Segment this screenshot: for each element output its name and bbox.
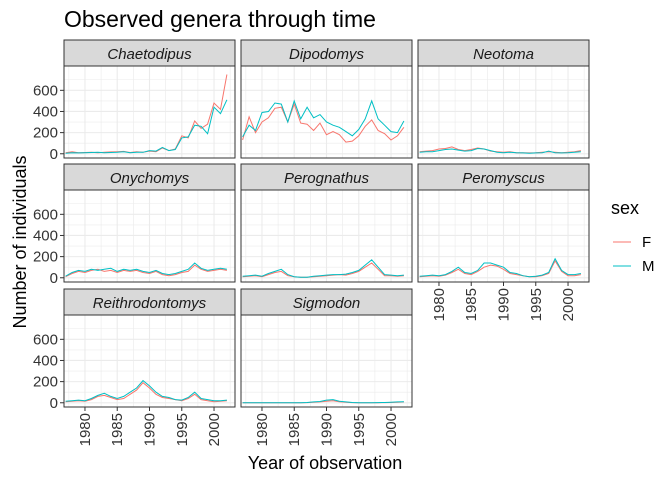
facet-reithrodontomys: Reithrodontomys 0 200 400 600 1980 1985 1990 199…: [33, 288, 236, 446]
y-tick-label: 0: [50, 270, 58, 287]
facet-strip: [63, 163, 236, 191]
x-axis-title: Year of observation: [248, 453, 402, 473]
facet-strip: [240, 39, 413, 67]
series-line-f: [419, 259, 581, 278]
series-line-m: [242, 259, 404, 278]
facet-label: Perognathus: [284, 170, 370, 187]
series-line-m: [65, 99, 228, 154]
x-tick-label: 2000: [383, 413, 400, 446]
series-line-m: [242, 99, 405, 138]
series-line-m: [419, 257, 581, 278]
facet-panel-border: [240, 189, 413, 283]
y-tick-label: 400: [33, 352, 58, 369]
legend-title: sex: [611, 198, 639, 218]
facet-label: Peromyscus: [462, 170, 545, 187]
series-line-m: [65, 262, 227, 277]
x-tick-label: 1980: [431, 288, 448, 321]
series-line-f: [242, 262, 404, 278]
x-tick-label: 1995: [174, 413, 191, 446]
series-line-m: [419, 147, 581, 154]
facet-dipodomys: Dipodomys: [240, 39, 413, 159]
y-tick-label: 600: [33, 331, 58, 348]
facet-strip: [240, 288, 413, 316]
facet-panel-border: [240, 65, 413, 159]
y-tick-label: 200: [33, 374, 58, 391]
x-tick-label: 1990: [496, 288, 513, 321]
legend-label-f: F: [642, 234, 651, 251]
x-tick-label: 1985: [109, 413, 126, 446]
y-tick-label: 600: [33, 206, 58, 223]
legend-label-m: M: [642, 258, 655, 275]
facet-label: Chaetodipus: [107, 46, 192, 63]
facet-peromyscus: Peromyscus 1980 1985 1990 1995 2000: [417, 163, 590, 321]
x-tick-label: 1985: [286, 413, 303, 446]
facet-label: Dipodomys: [289, 46, 365, 63]
facet-neotoma: Neotoma: [417, 39, 590, 159]
facet-label: Onychomys: [110, 170, 190, 187]
series-line-f: [65, 264, 227, 278]
x-tick-label: 1995: [351, 413, 368, 446]
series-line-f: [242, 102, 405, 143]
facet-strip: [63, 39, 236, 67]
y-tick-label: 400: [33, 227, 58, 244]
facet-label: Sigmodon: [293, 295, 361, 312]
facet-strip: [63, 288, 236, 316]
y-tick-label: 600: [33, 82, 58, 99]
series-line-f: [65, 382, 227, 403]
facet-onychomys: Onychomys 0 200 400 600: [33, 163, 236, 287]
y-tick-label: 0: [50, 146, 58, 163]
y-tick-label: 200: [33, 125, 58, 142]
y-tick-label: 200: [33, 249, 58, 266]
facet-panel-border: [417, 65, 590, 159]
series-line-m: [242, 399, 404, 404]
facet-strip: [417, 39, 590, 67]
facet-sigmodon: Sigmodon 1980 1985 1990 1995 2000: [240, 288, 413, 446]
x-tick-label: 1985: [463, 288, 480, 321]
facet-strip: [240, 163, 413, 191]
series-line-m: [65, 379, 227, 402]
y-tick-label: 0: [50, 395, 58, 412]
facet-panel-border: [63, 65, 236, 159]
facet-label: Neotoma: [473, 46, 534, 63]
facet-panel-border: [63, 189, 236, 283]
facet-label: Reithrodontomys: [93, 295, 207, 312]
x-tick-label: 1980: [254, 413, 271, 446]
y-tick-label: 400: [33, 103, 58, 120]
x-tick-label: 1980: [77, 413, 94, 446]
y-axis-title: Number of individuals: [10, 155, 30, 328]
chart-title: Observed genera through time: [64, 6, 376, 32]
facet-chaetodipus: Chaetodipus 0 200 400 600: [33, 39, 236, 163]
facet-perognathus: Perognathus: [240, 163, 413, 283]
legend: sex FM: [611, 198, 655, 275]
x-tick-label: 1995: [528, 288, 545, 321]
x-tick-label: 2000: [560, 288, 577, 321]
x-tick-label: 2000: [206, 413, 223, 446]
facet-panels: Chaetodipus 0 200 400 600 Dipodomys Neotoma Ony…: [33, 39, 590, 446]
x-tick-label: 1990: [319, 413, 336, 446]
x-tick-label: 1990: [142, 413, 159, 446]
